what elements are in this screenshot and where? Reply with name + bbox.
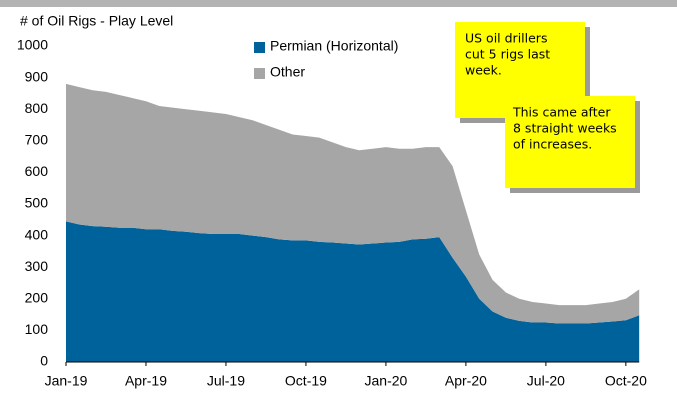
x-tick-label: Oct-19	[285, 373, 327, 389]
y-tick-label: 0	[40, 353, 48, 369]
y-tick-label: 300	[25, 258, 49, 274]
x-tick-label: Jan-20	[365, 373, 408, 389]
y-tick-label: 700	[25, 132, 49, 148]
y-tick-label: 100	[25, 321, 49, 337]
x-tick-label: Jul-19	[207, 373, 245, 389]
y-tick-label: 600	[25, 163, 49, 179]
x-tick-label: Apr-20	[445, 373, 487, 389]
x-tick-label: Jul-20	[527, 373, 565, 389]
y-tick-label: 200	[25, 290, 49, 306]
legend-swatch	[254, 68, 265, 79]
y-tick-label: 1000	[17, 37, 48, 53]
top-band	[0, 0, 677, 7]
y-tick-label: 900	[25, 68, 49, 84]
legend-swatch	[254, 42, 265, 53]
legend-label: Permian (Horizontal)	[270, 38, 398, 54]
note-text: This came after	[512, 105, 611, 120]
x-tick-label: Jan-19	[45, 373, 88, 389]
note-box	[505, 96, 635, 188]
note-text: of increases.	[513, 137, 592, 152]
y-tick-label: 500	[25, 195, 49, 211]
legend-label: Other	[270, 64, 305, 80]
note-text: 8 straight weeks	[513, 121, 617, 136]
area	[66, 83, 640, 324]
note-text: cut 5 rigs last	[465, 47, 550, 62]
y-tick-label: 800	[25, 100, 49, 116]
y-tick-label: 400	[25, 226, 49, 242]
note-text: week.	[465, 63, 502, 78]
area	[66, 221, 640, 362]
x-tick-label: Apr-19	[125, 373, 167, 389]
x-tick-label: Oct-20	[605, 373, 647, 389]
chart-title: # of Oil Rigs - Play Level	[20, 13, 173, 29]
note-text: US oil drillers	[465, 31, 547, 46]
